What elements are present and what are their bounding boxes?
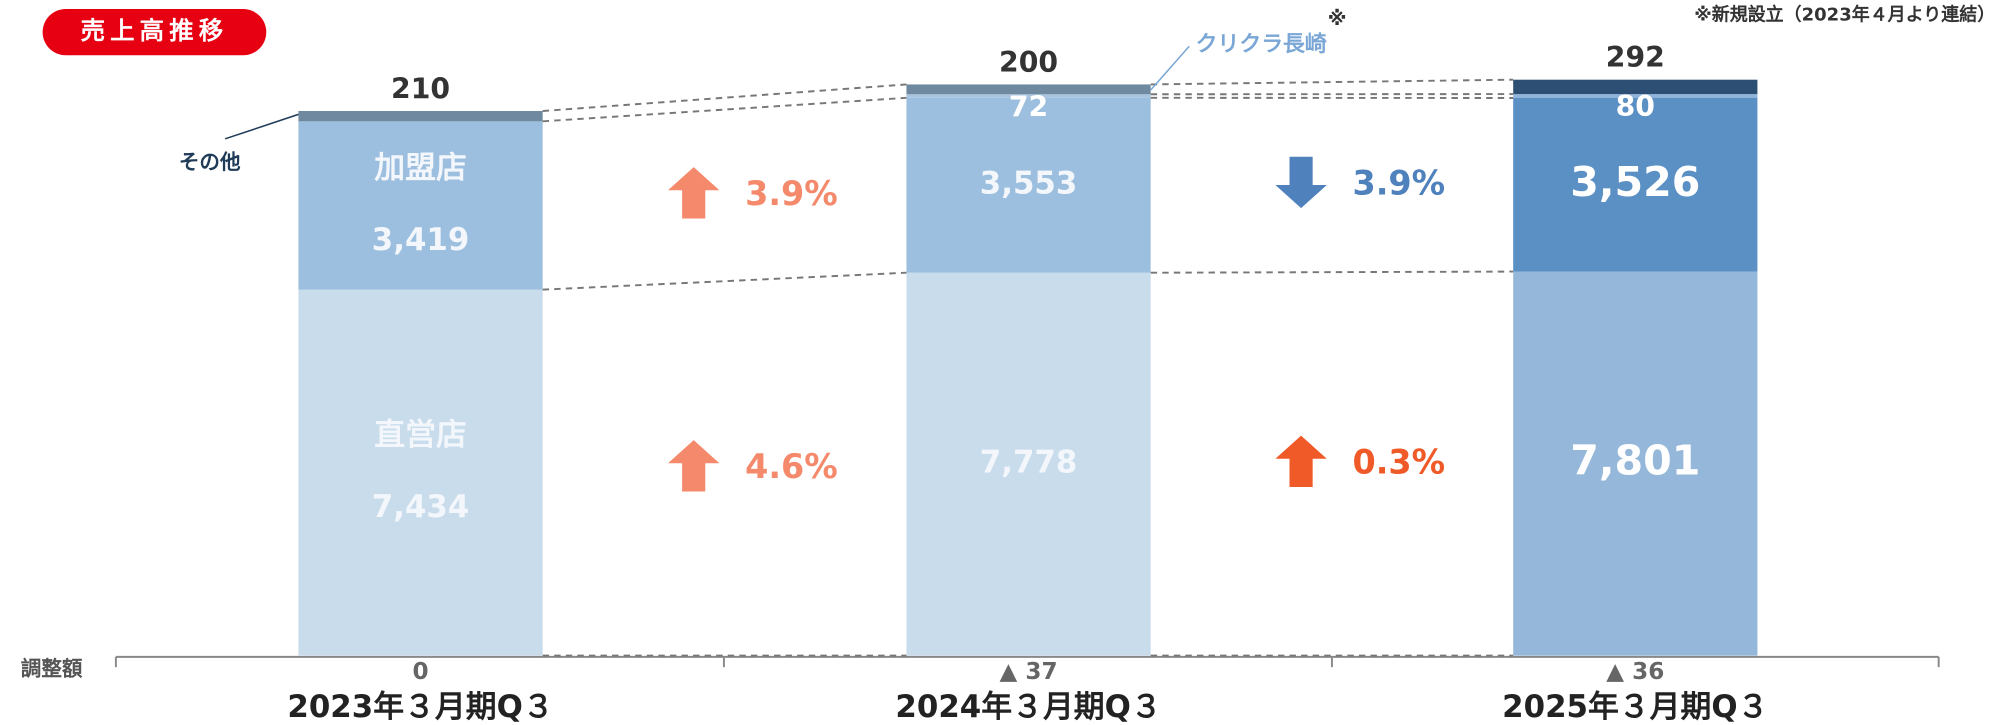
bar-segment xyxy=(1513,79,1758,95)
note: ※新規設立（2023年４月より連結） xyxy=(1694,3,1995,25)
change-arrow xyxy=(1275,156,1327,209)
data-label: 3,526 xyxy=(1570,158,1700,206)
change-label: 3.9% xyxy=(745,174,838,213)
connector xyxy=(1150,78,1514,86)
bar-segment xyxy=(298,121,543,290)
data-label: 3,419 xyxy=(372,222,470,258)
bar-segment xyxy=(906,272,1151,656)
connector xyxy=(542,271,907,291)
callout: クリクラ長崎 xyxy=(1196,32,1327,57)
adjustment-label: 調整額 xyxy=(21,657,83,681)
callout-mark: ※ xyxy=(1328,7,1347,30)
bar-segment xyxy=(906,97,1151,273)
connector xyxy=(1150,270,1514,274)
bar-segment xyxy=(906,84,1151,95)
leader xyxy=(1150,45,1190,91)
data-label: 210 xyxy=(391,72,450,105)
change-label: 3.9% xyxy=(1353,164,1446,203)
data-label: 7,778 xyxy=(980,445,1078,481)
adjustment-value: 0 xyxy=(412,659,428,685)
adjustment-value: ▲ 36 xyxy=(1606,659,1664,685)
data-label: 3,553 xyxy=(980,166,1078,202)
x-tick-label: 2024年３月期Q３ xyxy=(895,689,1161,725)
series-name: 直営店 xyxy=(374,417,467,453)
data-label: 80 xyxy=(1616,90,1655,123)
bar-segment xyxy=(1513,98,1758,272)
series-name: 加盟店 xyxy=(374,150,467,186)
bar-segment xyxy=(298,111,543,122)
x-tick-label: 2025年３月期Q３ xyxy=(1502,689,1768,725)
change-arrow xyxy=(667,167,720,219)
x-tick-label: 2023年３月期Q３ xyxy=(287,689,553,725)
change-label: 0.3% xyxy=(1353,442,1446,481)
callout: その他 xyxy=(179,150,241,174)
bar-segment xyxy=(1513,94,1758,99)
connector xyxy=(542,83,907,112)
chart-title: 売上高推移 xyxy=(81,16,229,45)
change-arrow xyxy=(667,440,720,492)
data-label: 200 xyxy=(999,46,1058,79)
bar-segment xyxy=(298,289,543,656)
data-label: 7,434 xyxy=(372,489,470,525)
data-label: 7,801 xyxy=(1570,437,1700,485)
leader xyxy=(224,113,299,140)
adjustment-value: ▲ 37 xyxy=(1000,659,1058,685)
data-label: 292 xyxy=(1606,41,1665,74)
bar-segment xyxy=(1513,271,1758,656)
change-label: 4.6% xyxy=(745,447,838,486)
change-arrow xyxy=(1275,435,1327,488)
bar-segment xyxy=(906,94,1151,98)
connector xyxy=(542,96,907,123)
data-label: 72 xyxy=(1009,90,1048,123)
title-pill xyxy=(42,8,267,56)
